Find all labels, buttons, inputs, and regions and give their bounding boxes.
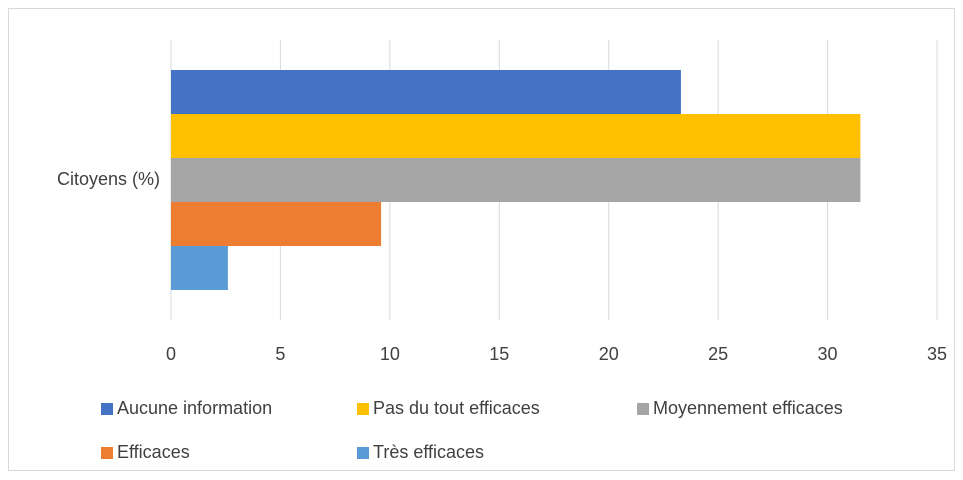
x-tick-label: 30 — [818, 344, 838, 364]
bar — [171, 202, 382, 246]
legend-swatch — [357, 447, 369, 459]
legend-label: Moyennement efficaces — [653, 398, 843, 418]
legend-label: Aucune information — [117, 398, 272, 418]
x-tick-label: 0 — [166, 344, 176, 364]
legend-swatch — [101, 447, 113, 459]
x-tick-label: 20 — [599, 344, 619, 364]
legend-label: Pas du tout efficaces — [373, 398, 540, 418]
bar — [171, 246, 228, 290]
y-tick-label: Citoyens (%) — [57, 169, 160, 189]
x-tick-label: 35 — [927, 344, 947, 364]
x-tick-label: 5 — [275, 344, 285, 364]
legend-swatch — [101, 403, 113, 415]
x-tick-label: 10 — [380, 344, 400, 364]
x-tick-label: 15 — [489, 344, 509, 364]
x-tick-label: 25 — [708, 344, 728, 364]
bar — [171, 114, 861, 158]
legend-label: Efficaces — [117, 442, 190, 462]
legend-swatch — [357, 403, 369, 415]
legend-label: Très efficaces — [373, 442, 484, 462]
bar — [171, 158, 861, 202]
bar — [171, 70, 681, 114]
legend-swatch — [637, 403, 649, 415]
